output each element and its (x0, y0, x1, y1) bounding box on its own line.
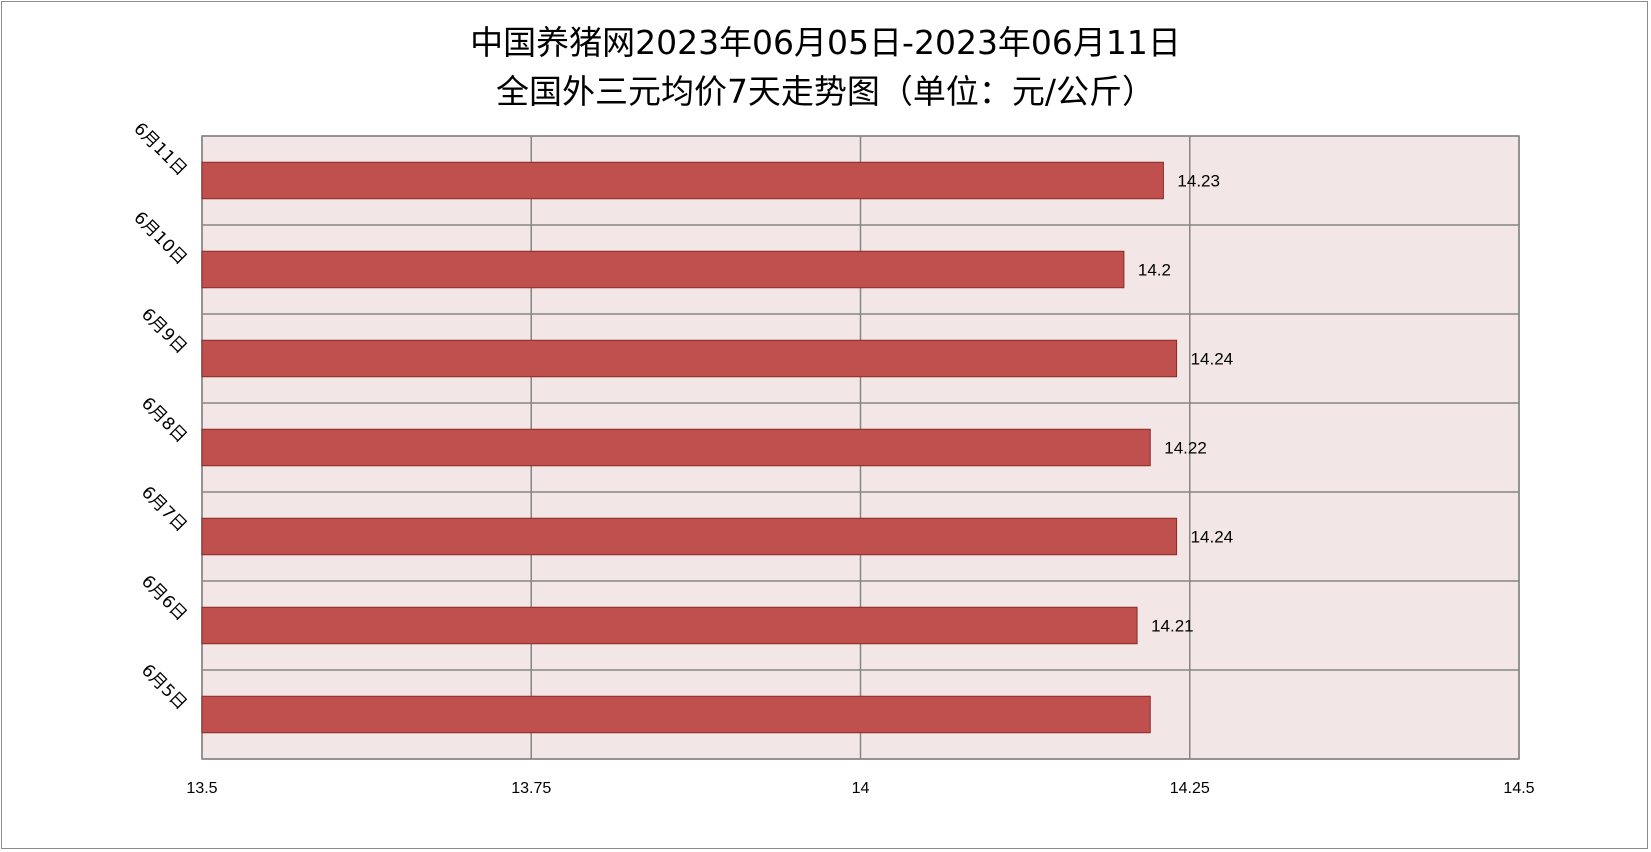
chart-title-line-1: 中国养猪网2023年06月05日-2023年06月11日 (470, 23, 1181, 62)
x-tick-label: 14 (852, 780, 870, 797)
y-tick-label: 6月8日 (137, 394, 190, 447)
chart-title: 中国养猪网2023年06月05日-2023年06月11日 全国外三元均价7天走势… (0, 18, 1651, 116)
x-tick-label: 14.5 (1503, 780, 1534, 797)
bar (201, 517, 1178, 556)
data-label: 14.2 (1138, 261, 1171, 280)
data-label: 14.24 (1191, 350, 1234, 369)
data-label: 14.23 (1177, 172, 1220, 191)
x-tick-label: 13.75 (511, 780, 551, 797)
data-label: 14.24 (1191, 528, 1234, 547)
y-tick-label: 6月6日 (137, 572, 190, 625)
bar (201, 339, 1178, 378)
data-label: 14.21 (1151, 617, 1194, 636)
y-tick-label: 6月10日 (129, 208, 190, 269)
chart-title-line-2: 全国外三元均价7天走势图（单位：元/公斤） (495, 72, 1156, 111)
bar (201, 695, 1151, 734)
bar (201, 428, 1151, 467)
x-tick-label: 14.25 (1170, 780, 1210, 797)
y-tick-label: 6月11日 (129, 119, 190, 180)
y-tick-label: 6月7日 (137, 483, 190, 536)
y-tick-label: 6月5日 (137, 661, 190, 714)
bar (201, 606, 1138, 645)
bar (201, 250, 1125, 289)
x-tick-label: 13.5 (186, 780, 217, 797)
y-tick-label: 6月9日 (137, 305, 190, 358)
data-label: 14.22 (1164, 439, 1207, 458)
bar (201, 161, 1164, 200)
